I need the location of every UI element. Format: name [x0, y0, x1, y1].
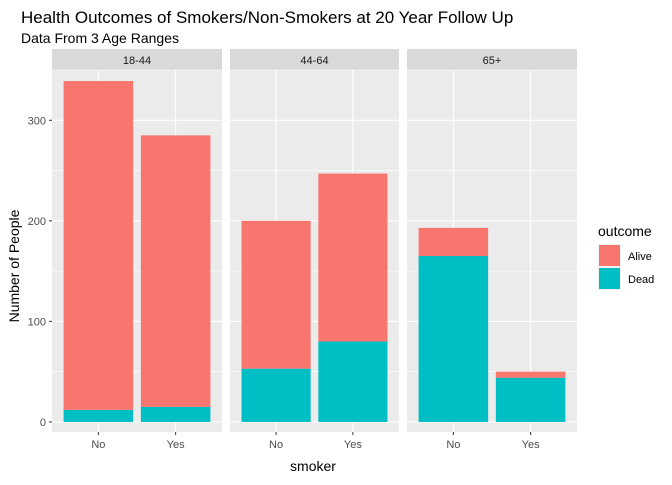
x-tick-label: Yes — [344, 439, 362, 451]
x-tick-label: Yes — [167, 439, 185, 451]
legend-title: outcome — [598, 223, 652, 239]
chart-subtitle: Data From 3 Age Ranges — [21, 30, 179, 46]
facet-strip-label: 65+ — [483, 55, 502, 67]
facet-strip — [52, 49, 222, 70]
y-tick-label: 300 — [28, 115, 46, 127]
y-axis-title: Number of People — [6, 209, 22, 322]
facet-strip-label: 18-44 — [123, 55, 151, 67]
facet-strip — [407, 49, 577, 70]
bar-dead-yes — [495, 377, 566, 422]
y-tick-label: 100 — [28, 316, 46, 328]
legend-key-alive — [599, 245, 620, 266]
y-tick-label: 0 — [40, 417, 46, 429]
x-axis-title: smoker — [290, 458, 336, 474]
bar-dead-yes — [318, 341, 388, 422]
bar-dead-yes — [140, 406, 211, 422]
facet-strip — [230, 49, 399, 70]
legend: outcome Alive Dead — [598, 223, 654, 290]
x-tick-label: No — [91, 439, 105, 451]
facet-strip-label: 44-64 — [300, 55, 328, 67]
bar-alive-no — [63, 81, 134, 410]
bar-dead-no — [418, 256, 489, 422]
x-tick-label: No — [269, 439, 283, 451]
legend-label-dead: Dead — [628, 274, 654, 286]
y-axis: 0 100 200 300 — [28, 115, 52, 429]
x-tick-label: No — [446, 439, 460, 451]
legend-label-alive: Alive — [628, 251, 652, 263]
chart-title: Health Outcomes of Smokers/Non-Smokers a… — [21, 8, 513, 27]
facet-18-44: 18-44 No Yes — [52, 49, 222, 451]
y-tick-label: 200 — [28, 216, 46, 228]
bar-alive-yes — [495, 371, 566, 378]
facet-44-64: 44-64 No Yes — [230, 49, 399, 451]
bar-alive-no — [418, 227, 489, 257]
bar-alive-yes — [140, 135, 211, 407]
facet-65+: 65+ No Yes — [407, 49, 577, 451]
bar-dead-no — [241, 368, 311, 422]
bar-dead-no — [63, 409, 134, 422]
facet-panels: 18-44 No Yes 44-64 No Yes 65+ No Yes — [52, 49, 577, 451]
legend-key-dead — [599, 268, 620, 289]
bar-alive-no — [241, 220, 311, 369]
x-tick-label: Yes — [522, 439, 540, 451]
bar-alive-yes — [318, 173, 388, 342]
